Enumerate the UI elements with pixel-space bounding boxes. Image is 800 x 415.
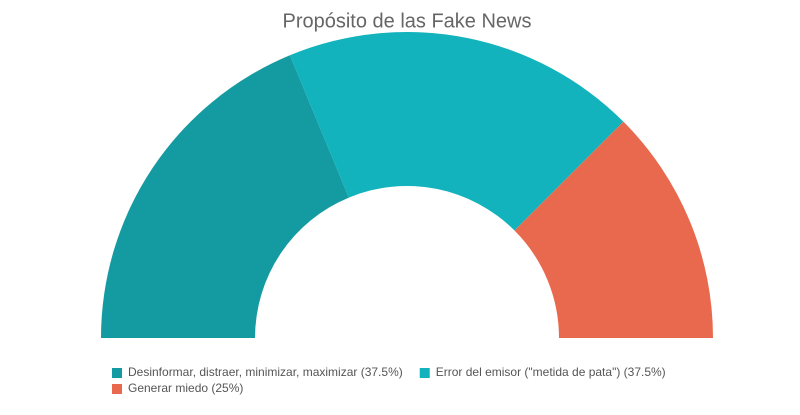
chart-title: Propósito de las Fake News — [282, 10, 531, 32]
legend-label: Generar miedo (25%) — [128, 381, 243, 395]
pie-slice — [289, 31, 624, 231]
legend-swatch — [419, 368, 430, 378]
legend-label: Error del emisor ("metida de pata") (37.… — [436, 365, 666, 379]
pie-slice — [514, 121, 713, 338]
pie-slice — [101, 55, 349, 339]
legend-swatch — [112, 368, 122, 378]
legend-swatch — [112, 384, 122, 394]
legend-label: Desinformar, distraer, minimizar, maximi… — [128, 365, 403, 379]
